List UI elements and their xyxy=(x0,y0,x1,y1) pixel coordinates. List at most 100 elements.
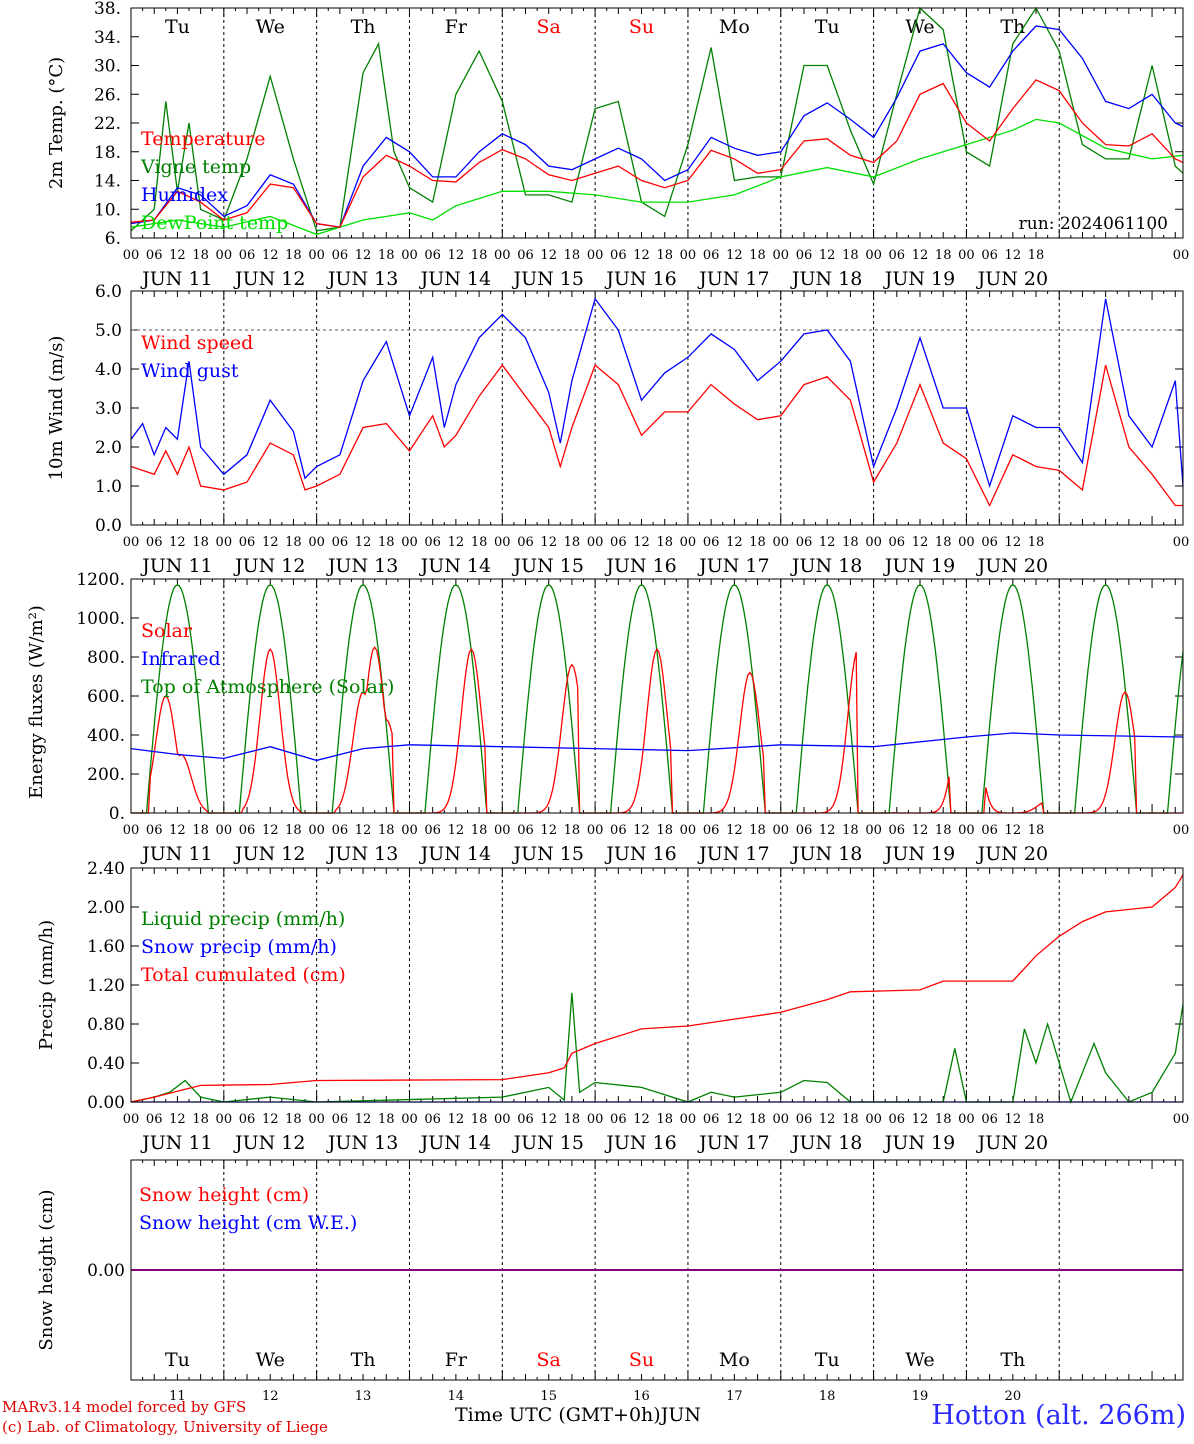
hour-tick-label: 06 xyxy=(239,248,256,263)
hour-tick-label: 00 xyxy=(308,1112,325,1127)
y-tick-label: 10. xyxy=(94,200,121,220)
series-line-dewpoint-temp xyxy=(130,118,1184,236)
weekday-label: Tu xyxy=(815,1349,840,1371)
time-axis-text: Time UTC (GMT+0h) xyxy=(455,1404,661,1426)
hour-tick-label: 06 xyxy=(146,535,163,550)
weekday-label: Tu xyxy=(165,16,190,38)
hour-tick-label: 12 xyxy=(169,248,186,263)
weekday-label: Fr xyxy=(445,16,468,38)
hour-tick-label: 12 xyxy=(633,823,650,838)
date-label: JUN 20 xyxy=(976,555,1048,577)
hour-tick-label: 00 xyxy=(494,535,511,550)
legend-entry: Vigne temp xyxy=(140,156,251,178)
date-label: JUN 20 xyxy=(976,268,1048,290)
hour-tick-label: 06 xyxy=(796,248,813,263)
weekday-label: Su xyxy=(629,1349,654,1371)
y-tick-label: 14. xyxy=(94,172,121,192)
hour-tick-label: 18 xyxy=(935,823,952,838)
hour-tick-label: 18 xyxy=(935,248,952,263)
hour-tick-label: 06 xyxy=(703,535,720,550)
hour-tick-label: 00 xyxy=(216,1112,233,1127)
hour-tick-label: 06 xyxy=(889,823,906,838)
y-tick-label: 0.00 xyxy=(87,1093,125,1113)
hour-tick-label: 18 xyxy=(564,1112,581,1127)
hour-tick-label: 00 xyxy=(772,248,789,263)
hour-tick-label: 12 xyxy=(169,535,186,550)
weekday-label: We xyxy=(905,16,934,38)
hour-tick-label: 00 xyxy=(401,248,418,263)
hour-tick-label: 06 xyxy=(981,1112,998,1127)
hour-tick-label: 18 xyxy=(656,248,673,263)
weekday-label: Th xyxy=(351,16,376,38)
hour-tick-label: 00 xyxy=(308,823,325,838)
hour-tick-label: 06 xyxy=(332,535,349,550)
date-label: JUN 13 xyxy=(326,268,398,290)
hour-tick-label: 06 xyxy=(424,535,441,550)
y-axis-label: Precip (mm/h) xyxy=(36,920,57,1050)
hour-tick-label: 18 xyxy=(285,535,302,550)
hour-tick-label: 12 xyxy=(540,248,557,263)
hour-tick-label: 06 xyxy=(146,1112,163,1127)
hour-tick-label: 12 xyxy=(262,823,279,838)
legend-entry: Solar xyxy=(141,620,193,642)
hour-tick-label: 00 xyxy=(216,823,233,838)
hour-tick-label: 12 xyxy=(169,1112,186,1127)
y-tick-label: 26. xyxy=(94,85,121,105)
hour-tick-label: 18 xyxy=(192,1112,209,1127)
date-label: JUN 15 xyxy=(511,555,583,577)
hour-tick-label: 00 xyxy=(308,535,325,550)
hour-tick-label: 00 xyxy=(587,248,604,263)
hour-tick-label: 06 xyxy=(424,823,441,838)
day-number-label: 15 xyxy=(540,1389,557,1404)
weekday-label: Sa xyxy=(537,1349,561,1371)
hour-tick-label: 06 xyxy=(610,1112,627,1127)
date-label: JUN 14 xyxy=(419,1132,491,1154)
y-tick-label: 600. xyxy=(87,687,125,707)
date-label: JUN 12 xyxy=(233,1132,305,1154)
hour-tick-label: 06 xyxy=(703,823,720,838)
hour-tick-label: 12 xyxy=(726,535,743,550)
hour-tick-label: 00 xyxy=(1173,1112,1190,1127)
hour-tick-label: 00 xyxy=(1173,248,1190,263)
y-tick-label: 800. xyxy=(87,648,125,668)
y-axis-label: 10m Wind (m/s) xyxy=(46,336,67,481)
hour-tick-label: 12 xyxy=(633,535,650,550)
hour-tick-label: 00 xyxy=(865,535,882,550)
hour-tick-label: 12 xyxy=(1005,248,1022,263)
hour-tick-label: 12 xyxy=(819,1112,836,1127)
hour-tick-label: 00 xyxy=(865,823,882,838)
y-tick-label: 0.0 xyxy=(95,516,122,536)
hour-tick-label: 00 xyxy=(865,248,882,263)
legend-entry: Snow height (cm W.E.) xyxy=(139,1212,357,1234)
date-label: JUN 13 xyxy=(326,843,398,865)
date-label: JUN 14 xyxy=(419,268,491,290)
series-line-humidex xyxy=(130,25,1184,228)
hour-tick-label: 18 xyxy=(378,823,395,838)
hour-tick-label: 18 xyxy=(749,248,766,263)
hour-tick-label: 12 xyxy=(540,1112,557,1127)
hour-tick-label: 12 xyxy=(633,248,650,263)
hour-tick-label: 18 xyxy=(285,248,302,263)
date-label: JUN 18 xyxy=(790,1132,862,1154)
hour-tick-label: 12 xyxy=(540,823,557,838)
hour-tick-label: 12 xyxy=(262,1112,279,1127)
series-line-wind-speed xyxy=(130,364,1183,508)
hour-tick-label: 12 xyxy=(1005,1112,1022,1127)
day-number-label: 20 xyxy=(1005,1389,1022,1404)
run-label: run: 2024061100 xyxy=(1019,214,1168,234)
hour-tick-label: 00 xyxy=(216,248,233,263)
hour-tick-label: 06 xyxy=(981,535,998,550)
hour-tick-label: 18 xyxy=(656,823,673,838)
day-number-label: 11 xyxy=(169,1389,186,1404)
hour-tick-label: 06 xyxy=(981,248,998,263)
hour-tick-label: 06 xyxy=(517,535,534,550)
hour-tick-label: 06 xyxy=(796,535,813,550)
y-axis-label: Snow height (cm) xyxy=(36,1189,57,1350)
hour-tick-label: 12 xyxy=(169,823,186,838)
hour-tick-label: 06 xyxy=(332,1112,349,1127)
hour-tick-label: 00 xyxy=(680,248,697,263)
hour-tick-label: 12 xyxy=(912,823,929,838)
